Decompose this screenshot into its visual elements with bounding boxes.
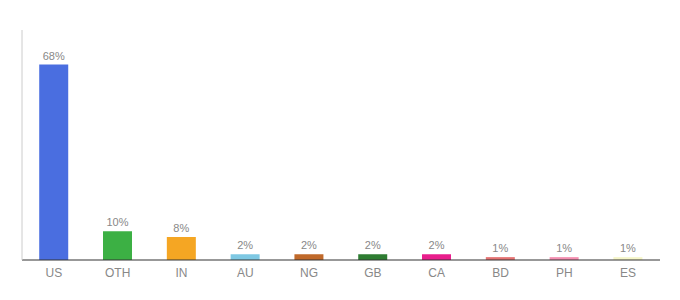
svg-text:2%: 2% <box>301 239 317 251</box>
svg-text:BD: BD <box>492 266 509 280</box>
svg-text:ES: ES <box>620 266 636 280</box>
svg-text:2%: 2% <box>237 239 253 251</box>
svg-text:CA: CA <box>428 266 445 280</box>
svg-text:US: US <box>46 266 63 280</box>
svg-text:68%: 68% <box>43 50 65 62</box>
svg-text:2%: 2% <box>365 239 381 251</box>
svg-text:AU: AU <box>237 266 254 280</box>
svg-text:1%: 1% <box>492 242 508 254</box>
svg-text:1%: 1% <box>620 242 636 254</box>
svg-text:GB: GB <box>364 266 381 280</box>
svg-text:NG: NG <box>300 266 318 280</box>
svg-text:2%: 2% <box>429 239 445 251</box>
svg-text:OTH: OTH <box>105 266 130 280</box>
svg-text:1%: 1% <box>556 242 572 254</box>
svg-text:10%: 10% <box>107 216 129 228</box>
svg-text:PH: PH <box>556 266 573 280</box>
svg-text:IN: IN <box>176 266 188 280</box>
svg-text:8%: 8% <box>173 222 189 234</box>
